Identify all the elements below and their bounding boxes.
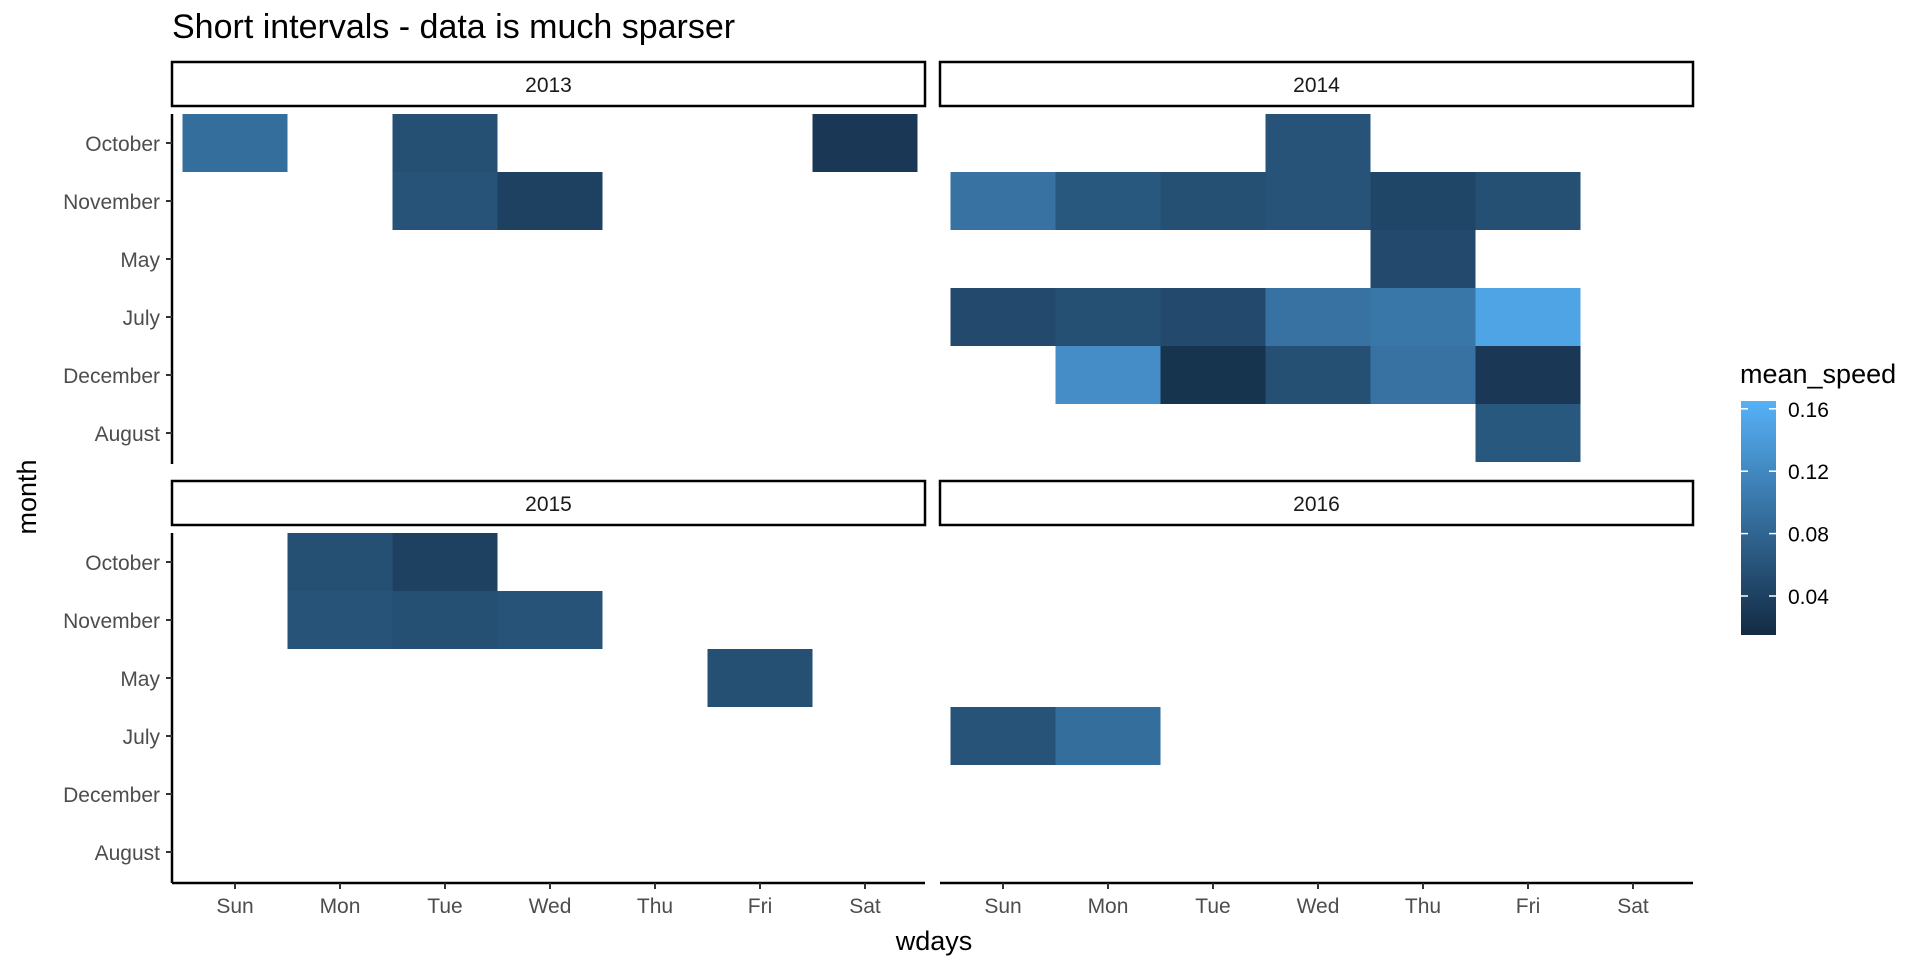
heatmap-cell xyxy=(1160,288,1266,346)
legend-tick-label: 0.16 xyxy=(1788,399,1829,422)
heatmap-cell xyxy=(1055,707,1161,765)
heatmap-cell xyxy=(1475,172,1581,230)
x-tick-label: Sun xyxy=(984,895,1021,918)
heatmap-cell xyxy=(1475,346,1581,404)
heatmap-cell xyxy=(950,288,1056,346)
x-tick-label: Tue xyxy=(1195,895,1230,918)
heatmap-cell xyxy=(1055,346,1161,404)
heatmap-cell xyxy=(1160,346,1266,404)
heatmap-cell xyxy=(497,172,603,230)
y-tick-label: July xyxy=(123,307,161,330)
x-tick-label: Sat xyxy=(1617,895,1649,918)
legend-colorbar xyxy=(1741,401,1776,635)
heatmap-cell xyxy=(392,533,498,591)
facet-strip-label: 2016 xyxy=(1293,493,1340,516)
heatmap-cell xyxy=(1265,114,1371,172)
facet-strip xyxy=(938,60,1695,108)
y-tick-label: July xyxy=(123,726,161,749)
x-tick-label: Fri xyxy=(1516,895,1541,918)
y-tick-label: August xyxy=(95,842,161,865)
y-tick-label: October xyxy=(85,552,160,575)
y-axis-title: month xyxy=(12,459,42,534)
panel-2015: 2015 October November May July December August… xyxy=(63,479,927,918)
heatmap-cell xyxy=(392,591,498,649)
legend-tick-label: 0.12 xyxy=(1788,461,1829,484)
x-tick-label: Wed xyxy=(529,895,572,918)
heatmap-cell xyxy=(1265,288,1371,346)
x-tick-label: Fri xyxy=(748,895,773,918)
heatmap-cell xyxy=(392,172,498,230)
heatmap-cell xyxy=(950,172,1056,230)
heatmap-cell xyxy=(1475,404,1581,462)
heatmap-cell xyxy=(1265,346,1371,404)
facet-strip xyxy=(170,479,927,527)
y-tick-label: November xyxy=(63,610,160,633)
x-tick-label: Tue xyxy=(427,895,462,918)
legend-title: mean_speed xyxy=(1740,359,1896,389)
legend-ticks: 0.04 0.08 0.12 0.16 xyxy=(1741,399,1829,609)
y-tick-label: October xyxy=(85,133,160,156)
y-tick-label: May xyxy=(120,668,160,691)
heatmap-cell xyxy=(812,114,918,172)
panel-2014: 2014 xyxy=(938,60,1695,462)
y-tick-label: November xyxy=(63,191,160,214)
heatmap-cell xyxy=(287,591,393,649)
x-tick-label: Thu xyxy=(637,895,673,918)
x-axis-title: wdays xyxy=(895,926,973,956)
panel-2013: 2013 October November May July December August xyxy=(63,60,927,464)
y-tick-label: December xyxy=(63,784,160,807)
heatmap-cell xyxy=(950,707,1056,765)
panel-2016: 2016 Sun Mon Tue Wed Thu Fri Sat xyxy=(938,479,1695,918)
x-tick-label: Mon xyxy=(1088,895,1129,918)
heatmap-cell xyxy=(1160,172,1266,230)
heatmap-cell xyxy=(1370,230,1476,288)
facet-strip-label: 2013 xyxy=(525,74,572,97)
x-tick-label: Wed xyxy=(1297,895,1340,918)
heatmap-cell xyxy=(1370,172,1476,230)
facet-strip-label: 2015 xyxy=(525,493,572,516)
heatmap-cell xyxy=(497,591,603,649)
heatmap-cell xyxy=(1370,346,1476,404)
heatmap-cell xyxy=(1055,172,1161,230)
x-tick-label: Sun xyxy=(216,895,253,918)
heatmap-cell xyxy=(392,114,498,172)
x-tick-label: Thu xyxy=(1405,895,1441,918)
y-tick-label: August xyxy=(95,423,161,446)
y-tick-label: December xyxy=(63,365,160,388)
legend-tick-label: 0.08 xyxy=(1788,524,1829,547)
chart-title: Short intervals - data is much sparser xyxy=(172,8,735,46)
heatmap-cell xyxy=(1055,288,1161,346)
legend: mean_speed 0.04 0.08 0.12 0.16 xyxy=(1740,359,1896,635)
facet-strip xyxy=(938,479,1695,527)
heatmap-cell xyxy=(1370,288,1476,346)
heatmap-cell xyxy=(287,533,393,591)
facet-strip-label: 2014 xyxy=(1293,74,1340,97)
facet-panels: 2013 October November May July December August… xyxy=(63,60,1695,918)
legend-tick-label: 0.04 xyxy=(1788,586,1829,609)
heatmap-cell xyxy=(1265,172,1371,230)
y-tick-label: May xyxy=(120,249,160,272)
x-tick-label: Sat xyxy=(849,895,881,918)
facet-strip xyxy=(170,60,927,108)
heatmap-cell xyxy=(1475,288,1581,346)
x-tick-label: Mon xyxy=(320,895,361,918)
heatmap-cell xyxy=(182,114,288,172)
heatmap-cell xyxy=(707,649,813,707)
